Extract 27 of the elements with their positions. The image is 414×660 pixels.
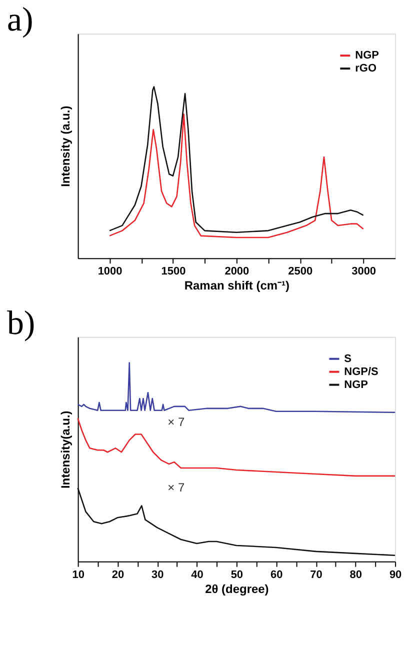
chart-title: a) xyxy=(6,2,34,39)
legend-label: NGP xyxy=(355,50,379,62)
x-tick-label: 1000 xyxy=(98,266,122,278)
x-tick-label: 50 xyxy=(230,568,244,581)
x-tick-label: 40 xyxy=(191,568,204,581)
legend-label: NGP/S xyxy=(344,366,378,378)
x-tick-label: 30 xyxy=(152,568,164,581)
x-tick-label: 70 xyxy=(310,568,322,581)
x-tick-label: 3000 xyxy=(352,266,376,278)
y-axis-title: Intensity (a.u.) xyxy=(58,106,72,187)
legend-label: rGO xyxy=(355,62,377,75)
x-tick-label: 10 xyxy=(72,568,84,581)
x-tick-label: 60 xyxy=(270,568,283,581)
x-tick-label: 20 xyxy=(112,568,124,581)
annotation: × 7 xyxy=(168,415,185,430)
x-axis-title: 2θ (degree) xyxy=(205,582,269,596)
legend-label: S xyxy=(344,352,352,365)
x-axis-title: Raman shift (cm⁻¹) xyxy=(184,278,290,293)
legend-label: NGP xyxy=(344,378,368,391)
annotation: × 7 xyxy=(168,480,185,494)
x-tick-label: 2000 xyxy=(224,266,250,278)
x-tick-label: 80 xyxy=(350,568,362,581)
x-tick-label: 1500 xyxy=(161,266,186,278)
chart-title: b) xyxy=(6,304,36,342)
y-axis-title: Intensity(a.u.) xyxy=(58,410,72,489)
x-tick-label: 2500 xyxy=(288,266,313,278)
x-tick-label: 90 xyxy=(389,568,402,581)
